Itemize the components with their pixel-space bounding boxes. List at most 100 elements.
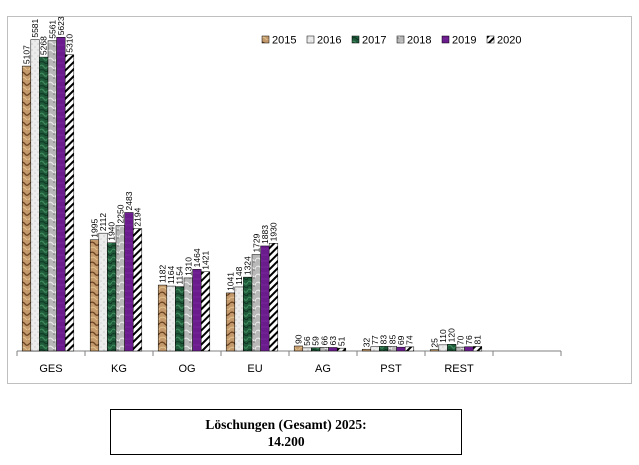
data-label-ag-2018: 66	[319, 336, 329, 346]
x-tick-label-ag: AG	[315, 363, 331, 375]
data-label-og-2016: 1164	[166, 266, 176, 285]
data-label-ges-2016: 5581	[30, 18, 40, 37]
bar-pst-2019	[396, 346, 406, 352]
summary-title: Löschungen (Gesamt) 2025:	[205, 417, 367, 432]
bar-eu-2019	[260, 245, 270, 352]
data-label-og-2018: 1310	[183, 257, 193, 276]
legend-label-2019: 2019	[452, 35, 476, 47]
data-label-kg-2017: 1940	[107, 222, 117, 241]
x-tick-labels: GES KG OG EU AG PST REST	[39, 363, 474, 375]
data-label-rest-2019: 76	[464, 335, 474, 345]
x-tick-label-rest: REST	[444, 363, 474, 375]
legend-swatch-2019	[441, 35, 450, 44]
data-label-kg-2016: 2112	[98, 213, 108, 232]
legend: 2015 2016 2017 2018 2019 2020	[261, 35, 521, 47]
data-label-ag-2020: 51	[337, 336, 347, 346]
legend-label-2017: 2017	[362, 35, 386, 47]
data-label-kg-2019: 2483	[124, 191, 134, 210]
bar-kg-2017	[107, 242, 117, 352]
x-tick-label-ges: GES	[39, 363, 62, 375]
legend-swatch-2017	[351, 35, 360, 44]
data-label-kg-2020: 2194	[133, 207, 143, 226]
bar-ag-2019	[328, 347, 338, 352]
data-label-pst-2020: 74	[405, 335, 415, 345]
data-label-eu-2019: 1883	[260, 225, 270, 244]
legend-label-2015: 2015	[272, 35, 296, 47]
legend-swatch-2016	[306, 35, 315, 44]
legend-label-2020: 2020	[497, 35, 521, 47]
legend-swatch-2020	[486, 35, 495, 44]
data-label-ag-2015: 90	[294, 334, 304, 344]
bar-eu-2020	[268, 243, 279, 352]
data-label-ag-2019: 63	[328, 336, 338, 346]
bar-ges-2015	[21, 65, 32, 352]
bar-ag-2016	[302, 347, 312, 352]
data-label-ag-2016: 56	[302, 336, 312, 346]
legend-swatch-2015	[261, 35, 270, 44]
data-label-ges-2015: 5107	[22, 45, 32, 64]
axes	[16, 350, 562, 356]
bar-og-2015	[157, 284, 168, 352]
bar-ges-2019	[56, 37, 66, 352]
data-label-ges-2020: 5310	[65, 34, 75, 53]
legend-label-2018: 2018	[407, 35, 431, 47]
bar-og-2016	[166, 285, 176, 352]
data-label-pst-2017: 83	[379, 335, 389, 345]
data-label-ges-2019: 5623	[56, 16, 66, 35]
legend-label-2016: 2016	[317, 35, 341, 47]
data-label-og-2017: 1154	[175, 266, 185, 285]
data-label-kg-2018: 2250	[115, 204, 125, 223]
bars	[21, 37, 483, 352]
data-label-og-2019: 1464	[192, 248, 202, 267]
chart-frame	[7, 16, 632, 384]
bar-ag-2018	[319, 347, 329, 352]
data-label-pst-2016: 77	[370, 335, 380, 345]
x-tick-label-pst: PST	[380, 363, 402, 375]
bar-rest-2018	[455, 346, 465, 352]
summary-box: Löschungen (Gesamt) 2025: 14.200	[110, 409, 462, 455]
data-label-eu-2020: 1930	[269, 222, 279, 241]
data-label-ges-2017: 5268	[39, 36, 49, 55]
bar-kg-2018	[115, 225, 125, 352]
data-label-rest-2020: 81	[473, 335, 483, 345]
bar-kg-2016	[98, 232, 108, 352]
data-label-eu-2017: 1324	[243, 256, 253, 275]
data-label-pst-2015: 32	[362, 337, 372, 347]
bar-eu-2016	[234, 286, 244, 352]
bar-eu-2018	[251, 254, 261, 352]
x-tick-label-kg: KG	[111, 363, 127, 375]
bar-kg-2019	[124, 212, 134, 352]
bar-pst-2017	[379, 346, 389, 352]
bar-og-2019	[192, 269, 202, 352]
bar-pst-2018	[387, 346, 397, 352]
bar-eu-2017	[243, 276, 253, 352]
bar-kg-2020	[132, 228, 143, 352]
bar-og-2018	[183, 277, 193, 352]
bar-ges-2017	[39, 56, 49, 352]
summary-value: 14.200	[267, 434, 305, 449]
data-label-pst-2019: 69	[396, 335, 406, 345]
bar-eu-2015	[225, 292, 236, 352]
data-label-rest-2017: 120	[447, 328, 457, 342]
bar-pst-2015	[361, 348, 372, 352]
data-label-og-2020: 1421	[201, 251, 211, 270]
bar-kg-2015	[89, 239, 100, 352]
x-tick-label-og: OG	[178, 363, 195, 375]
data-label-rest-2015: 25	[430, 338, 440, 348]
data-label-rest-2016: 110	[438, 329, 448, 343]
bar-pst-2020	[404, 346, 415, 352]
data-label-pst-2018: 85	[387, 335, 397, 345]
data-label-eu-2015: 1041	[226, 272, 236, 291]
bar-ges-2018	[47, 40, 57, 352]
bar-ges-2016	[30, 39, 40, 352]
legend-swatch-2018	[396, 35, 405, 44]
data-label-ges-2018: 5561	[47, 20, 57, 39]
bar-rest-2016	[438, 344, 448, 352]
data-label-og-2015: 1182	[158, 265, 168, 284]
data-label-rest-2018: 70	[455, 335, 465, 345]
bar-rest-2015	[429, 349, 440, 352]
data-label-eu-2018: 1729	[251, 233, 261, 252]
bar-ges-2020	[64, 54, 75, 352]
bar-rest-2019	[464, 346, 474, 352]
